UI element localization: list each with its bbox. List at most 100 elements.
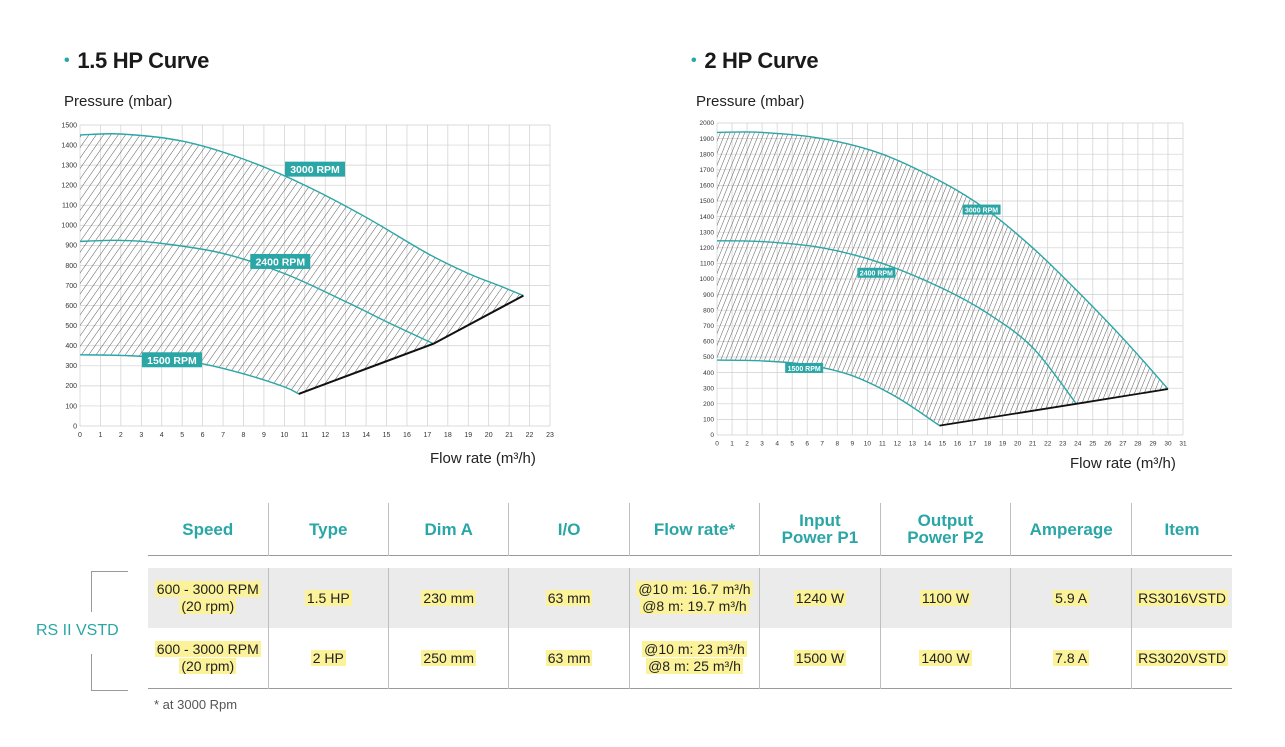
cell-io-value: 63 mm	[545, 649, 593, 666]
series-label-2400-rpm: 2400 RPM	[255, 256, 305, 268]
y-tick-label: 100	[65, 403, 77, 410]
header-dim-a: Dim A	[387, 503, 509, 556]
min-pressure-boundary-line	[298, 294, 524, 395]
cell-flow-line2: @8 m: 19.7 m³/h	[640, 598, 749, 614]
y-tick-label: 1200	[61, 183, 77, 190]
cell-amperage-value: 5.9 A	[1053, 589, 1090, 606]
x-tick-label: 12	[894, 441, 902, 448]
y-tick-label: 800	[703, 307, 714, 314]
chart1-y-axis-label: Pressure (mbar)	[64, 93, 173, 110]
y-tick-label: 300	[65, 363, 77, 370]
x-tick-label: 6	[201, 432, 205, 439]
cell-type: 1.5 HP	[267, 568, 389, 628]
cell-dim-a: 230 mm	[387, 568, 509, 628]
y-tick-label: 600	[703, 339, 714, 346]
x-tick-label: 11	[879, 441, 886, 448]
x-tick-label: 2	[119, 432, 123, 439]
x-tick-label: 3	[760, 441, 764, 448]
x-tick-label: 17	[969, 441, 977, 448]
x-tick-label: 8	[835, 441, 839, 448]
series-label-box	[962, 204, 1001, 215]
y-tick-label: 1500	[61, 122, 77, 129]
header-speed: Speed	[182, 519, 234, 539]
series-label-1500-rpm: 1500 RPM	[147, 355, 197, 367]
series-label-box	[857, 267, 896, 278]
cell-amperage-value: 7.8 A	[1053, 649, 1090, 666]
y-tick-label: 1100	[62, 203, 77, 210]
x-tick-label: 28	[1134, 441, 1142, 448]
cell-dim-a-value: 230 mm	[421, 589, 476, 606]
y-tick-label: 300	[703, 385, 714, 392]
operating-range-area	[717, 131, 1168, 426]
y-tick-label: 1500	[700, 198, 715, 205]
x-tick-label: 7	[820, 441, 824, 448]
x-tick-label: 4	[775, 441, 779, 448]
y-tick-label: 800	[65, 263, 77, 270]
chart1-x-axis-label: Flow rate (m³/h)	[430, 450, 536, 467]
x-tick-label: 10	[280, 432, 288, 439]
header-input-power: Input Power P1	[759, 503, 881, 556]
cell-io: 63 mm	[508, 628, 630, 689]
series-label-3000-rpm: 3000 RPM	[290, 164, 340, 176]
cell-dim-a: 250 mm	[387, 628, 509, 689]
cell-p2: 1100 W	[879, 568, 1011, 628]
chart-title-2-text: 2 HP Curve	[704, 48, 819, 73]
cell-io-value: 63 mm	[545, 589, 593, 606]
cell-p1-value: 1240 W	[793, 589, 847, 606]
x-tick-label: 20	[1014, 441, 1022, 448]
y-tick-label: 1000	[61, 223, 77, 230]
y-tick-label: 2000	[700, 120, 715, 127]
header-output-power: Output Power P2	[879, 503, 1011, 556]
x-tick-label: 11	[301, 432, 308, 439]
spec-table: Speed Type Dim A I/O Flow rate* Input Po…	[148, 503, 1232, 689]
x-tick-label: 19	[464, 432, 472, 439]
cell-flow: @10 m: 23 m³/h @8 m: 25 m³/h	[628, 628, 760, 689]
y-tick-label: 0	[73, 423, 77, 430]
cell-p2-value: 1400 W	[919, 649, 972, 666]
x-tick-label: 13	[909, 441, 917, 448]
cell-type-value: 1.5 HP	[304, 589, 352, 606]
x-tick-label: 16	[403, 432, 411, 439]
x-tick-label: 21	[505, 432, 513, 439]
x-tick-label: 4	[160, 432, 164, 439]
y-tick-label: 700	[703, 323, 714, 330]
cell-amperage: 7.8 A	[1010, 628, 1132, 689]
cell-p2-value: 1100 W	[919, 589, 972, 606]
table-gap	[148, 555, 1232, 568]
series-label-box	[141, 352, 202, 368]
cell-speed-line1: 600 - 3000 RPM	[154, 641, 261, 657]
table-row: 600 - 3000 RPM (20 rpm) 2 HP 250 mm 63 mm…	[148, 628, 1232, 689]
x-tick-label: 20	[485, 432, 493, 439]
bullet-dot-icon: •	[691, 52, 697, 69]
series-label-2400-rpm: 2400 RPM	[860, 271, 893, 278]
y-tick-label: 100	[703, 417, 714, 424]
cell-item: RS3020VSTD	[1131, 628, 1232, 689]
x-tick-label: 22	[526, 432, 534, 439]
curve-3000-rpm	[79, 133, 524, 297]
x-tick-label: 10	[864, 441, 872, 448]
x-tick-label: 31	[1179, 441, 1187, 448]
x-tick-label: 2	[745, 441, 749, 448]
series-label-box	[785, 362, 824, 373]
x-tick-label: 26	[1104, 441, 1112, 448]
bullet-dot-icon: •	[64, 52, 70, 69]
x-tick-label: 22	[1044, 441, 1052, 448]
y-tick-label: 1900	[700, 136, 715, 143]
chart2-x-axis-label: Flow rate (m³/h)	[1070, 455, 1176, 472]
x-tick-label: 14	[362, 432, 370, 439]
x-tick-label: 19	[999, 441, 1007, 448]
y-tick-label: 200	[703, 401, 714, 408]
x-tick-label: 12	[321, 432, 329, 439]
y-tick-label: 900	[65, 243, 77, 250]
cell-type: 2 HP	[267, 628, 389, 689]
cell-speed: 600 - 3000 RPM (20 rpm)	[148, 568, 269, 628]
table-row: 600 - 3000 RPM (20 rpm) 1.5 HP 230 mm 63 …	[148, 568, 1232, 628]
x-tick-label: 5	[180, 432, 184, 439]
x-tick-label: 5	[790, 441, 794, 448]
cell-amperage: 5.9 A	[1010, 568, 1132, 628]
group-bracket-bottom	[91, 654, 128, 691]
header-flow-rate: Flow rate*	[628, 503, 760, 556]
cell-flow-line1: @10 m: 16.7 m³/h	[636, 581, 753, 597]
x-tick-label: 23	[546, 432, 554, 439]
x-tick-label: 6	[805, 441, 809, 448]
